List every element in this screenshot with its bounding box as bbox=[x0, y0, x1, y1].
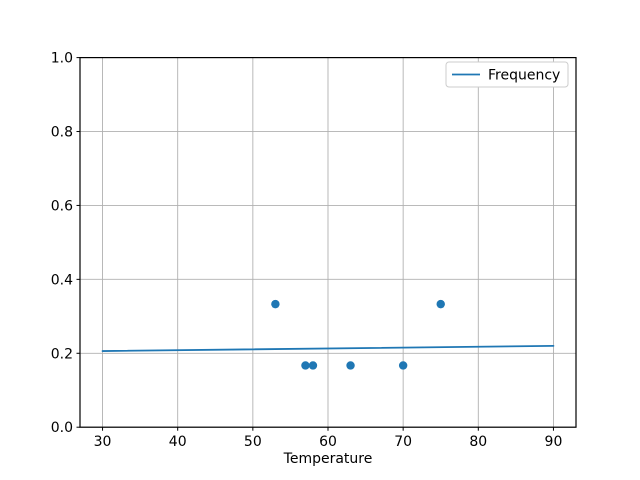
scatter-point bbox=[436, 299, 445, 309]
scatter-point bbox=[271, 299, 280, 309]
axis-ticks: 30 40 50 60 70 80 90 0.0 0.2 0.4 0.6 0.8 1.0 bbox=[51, 51, 563, 451]
scatter-point bbox=[346, 361, 355, 370]
scatter-point bbox=[301, 361, 310, 370]
x-tick-label: 90 bbox=[545, 434, 563, 450]
scatter-point bbox=[398, 361, 408, 370]
x-tick-label: 70 bbox=[394, 434, 412, 450]
legend-label: Frequency bbox=[488, 68, 560, 84]
y-tick-label: 0.2 bbox=[51, 346, 73, 362]
y-tick-label: 0.4 bbox=[51, 272, 73, 288]
y-tick-label: 0.6 bbox=[51, 198, 73, 214]
legend-box bbox=[445, 61, 569, 88]
x-tick-label: 60 bbox=[319, 434, 337, 450]
y-tick-label: 0.8 bbox=[51, 125, 73, 141]
x-axis-label: Temperature bbox=[283, 451, 373, 467]
x-tick-label: 50 bbox=[244, 434, 262, 450]
y-tick-label: 1.0 bbox=[51, 51, 73, 67]
line-series-frequency bbox=[101, 344, 555, 352]
scatter-point bbox=[308, 361, 318, 370]
scatter-series-frequency-points bbox=[271, 299, 445, 370]
y-tick-label: 0.0 bbox=[51, 420, 73, 436]
x-tick-label: 30 bbox=[94, 434, 112, 450]
legend: Frequency bbox=[445, 61, 569, 88]
x-tick-label: 80 bbox=[469, 434, 487, 450]
x-tick-label: 40 bbox=[169, 434, 187, 450]
